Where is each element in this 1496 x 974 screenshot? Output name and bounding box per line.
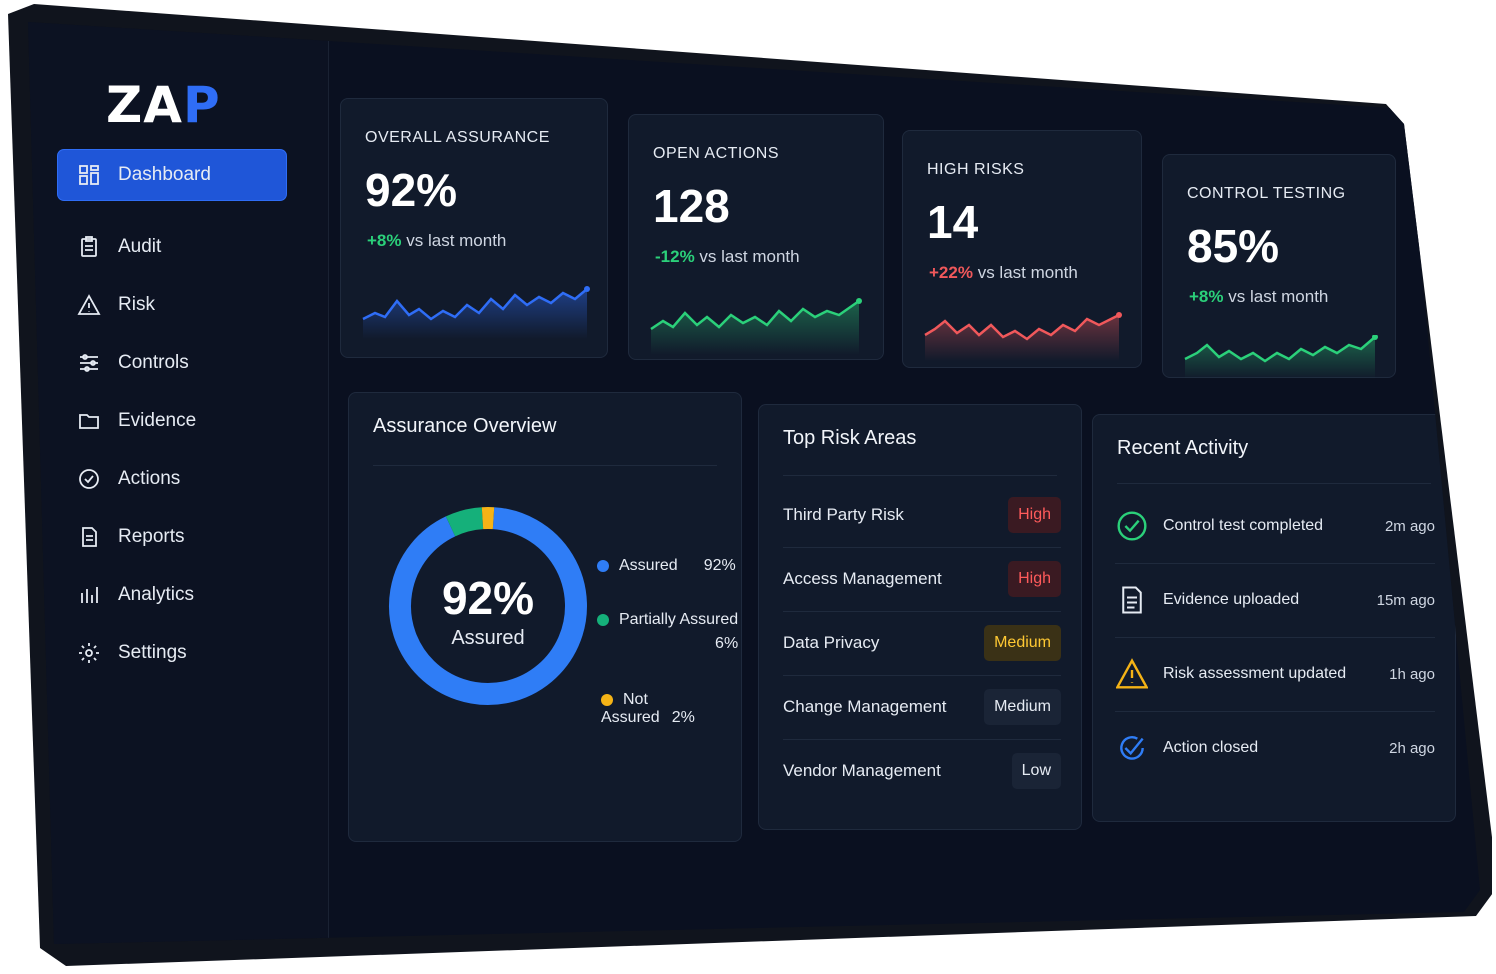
- activity-row[interactable]: Action closed 2h ago: [1115, 711, 1435, 785]
- activity-row[interactable]: Control test completed 2m ago: [1115, 489, 1435, 564]
- document-icon: [74, 525, 104, 549]
- risk-row-vendor-management[interactable]: Vendor Management Low: [783, 739, 1061, 803]
- donut-center-label: Assured: [451, 627, 525, 649]
- dashboard-screen: ZAP Dashboard Audit Risk Controls Eviden…: [28, 22, 1480, 944]
- risk-level-badge: Medium: [984, 689, 1061, 725]
- kpi-sparkline: [362, 286, 590, 339]
- clipboard-icon: [74, 235, 104, 259]
- check-circle-icon: [1115, 509, 1149, 543]
- kpi-value: 85%: [1187, 220, 1280, 272]
- sidebar-item-dashboard[interactable]: Dashboard: [58, 150, 286, 200]
- check-icon: [1115, 731, 1149, 765]
- sidebar-item-actions[interactable]: Actions: [58, 454, 286, 504]
- kpi-delta: +8% vs last month: [367, 231, 507, 250]
- risk-level-badge: Medium: [984, 625, 1061, 661]
- sidebar-item-evidence[interactable]: Evidence: [58, 396, 286, 446]
- sidebar-item-label: Analytics: [118, 584, 195, 605]
- sidebar: ZAP Dashboard Audit Risk Controls Eviden…: [28, 22, 329, 944]
- sidebar-item-label: Reports: [118, 526, 185, 547]
- risk-row-access-management[interactable]: Access Management High: [783, 547, 1061, 612]
- document-icon: [1115, 583, 1149, 617]
- risk-row-third-party[interactable]: Third Party Risk High: [783, 483, 1061, 548]
- activity-row[interactable]: Evidence uploaded 15m ago: [1115, 563, 1435, 638]
- panel-title: Assurance Overview: [373, 415, 557, 437]
- kpi-card-open-actions[interactable]: OPEN ACTIONS 128 -12% vs last month: [628, 114, 884, 360]
- kpi-sparkline: [924, 312, 1122, 361]
- kpi-sparkline: [650, 298, 862, 355]
- sidebar-item-label: Evidence: [118, 410, 197, 431]
- check-circle-icon: [74, 467, 104, 491]
- bar-chart-icon: [74, 583, 104, 607]
- legend-item-not-assured: Not Assured 2%: [601, 691, 695, 726]
- sidebar-item-analytics[interactable]: Analytics: [58, 570, 286, 620]
- kpi-card-overall-assurance[interactable]: OVERALL ASSURANCE 92% +8% vs last month: [340, 98, 608, 358]
- legend-item-partially-assured: Partially Assured 6%: [597, 611, 738, 653]
- legend-dot: [597, 613, 609, 626]
- divider: [1117, 483, 1431, 484]
- sliders-icon: [74, 351, 104, 375]
- top-risk-areas-panel: Top Risk Areas Third Party Risk High Acce…: [758, 404, 1082, 830]
- sidebar-item-settings[interactable]: Settings: [58, 628, 286, 678]
- kpi-title: CONTROL TESTING: [1187, 185, 1346, 202]
- assurance-donut-chart: [389, 507, 587, 705]
- panel-title: Top Risk Areas: [783, 427, 917, 449]
- kpi-title: OPEN ACTIONS: [653, 145, 780, 162]
- kpi-value: 128: [653, 180, 730, 232]
- kpi-value: 14: [927, 196, 979, 248]
- kpi-value: 92%: [365, 164, 458, 216]
- sidebar-item-audit[interactable]: Audit: [58, 222, 286, 272]
- gear-icon: [74, 641, 104, 665]
- sidebar-item-label: Risk: [118, 294, 155, 315]
- kpi-sparkline: [1184, 335, 1378, 379]
- legend-dot: [597, 559, 609, 572]
- sidebar-item-risk[interactable]: Risk: [58, 280, 286, 330]
- warning-icon: [1115, 657, 1149, 691]
- divider: [783, 475, 1057, 476]
- kpi-title: HIGH RISKS: [927, 161, 1025, 178]
- device-frame: ZAP Dashboard Audit Risk Controls Eviden…: [8, 4, 1492, 966]
- folder-icon: [74, 409, 104, 433]
- kpi-card-high-risks[interactable]: HIGH RISKS 14 +22% vs last month: [902, 130, 1142, 368]
- legend-dot: [601, 693, 613, 706]
- sidebar-item-label: Controls: [118, 352, 189, 373]
- sidebar-item-label: Audit: [118, 236, 162, 257]
- risk-level-badge: High: [1008, 497, 1061, 533]
- sidebar-item-reports[interactable]: Reports: [58, 512, 286, 562]
- assurance-overview-panel: Assurance Overview 92% Assured Assured 92…: [348, 392, 742, 842]
- kpi-title: OVERALL ASSURANCE: [365, 129, 550, 146]
- donut-slice-partially-assured: [445, 507, 484, 537]
- risk-level-badge: Low: [1011, 753, 1061, 789]
- donut-center-value: 92%: [441, 572, 535, 624]
- divider: [373, 465, 717, 466]
- donut-slice-assured: [389, 507, 587, 705]
- sidebar-item-label: Settings: [118, 642, 187, 663]
- sidebar-item-label: Actions: [118, 468, 181, 489]
- zap-logo[interactable]: ZAP: [106, 76, 221, 134]
- legend-item-assured: Assured 92%: [597, 557, 736, 575]
- kpi-card-control-testing[interactable]: CONTROL TESTING 85% +8% vs last month: [1162, 154, 1396, 379]
- kpi-delta: +22% vs last month: [929, 263, 1078, 282]
- recent-activity-panel: Recent Activity Control test completed 2m…: [1092, 414, 1456, 822]
- risk-level-badge: High: [1008, 561, 1061, 597]
- kpi-delta: +8% vs last month: [1189, 287, 1329, 306]
- risk-row-change-management[interactable]: Change Management Medium: [783, 675, 1061, 740]
- warning-icon: [74, 293, 104, 317]
- kpi-delta: -12% vs last month: [655, 247, 800, 266]
- sidebar-item-controls[interactable]: Controls: [58, 338, 286, 388]
- sidebar-item-label: Dashboard: [118, 164, 211, 185]
- risk-row-data-privacy[interactable]: Data Privacy Medium: [783, 611, 1061, 676]
- dashboard-icon: [74, 163, 104, 187]
- activity-row[interactable]: Risk assessment updated 1h ago: [1115, 637, 1435, 712]
- donut-center: 92% Assured: [383, 571, 593, 650]
- panel-title: Recent Activity: [1117, 437, 1249, 459]
